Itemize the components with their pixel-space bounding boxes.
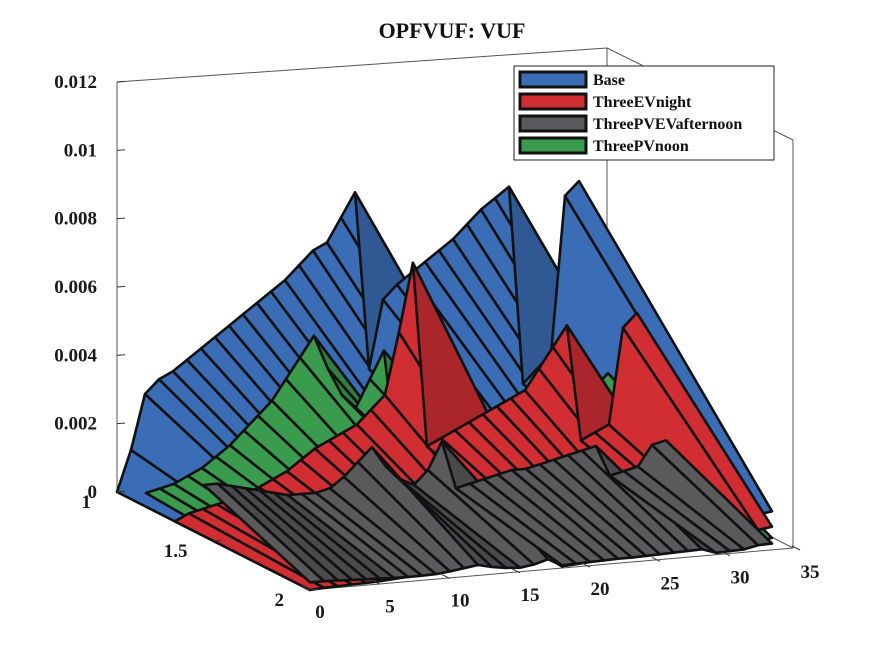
- y-tick-label: 1: [82, 492, 92, 513]
- legend-swatch: [518, 114, 588, 133]
- z-tick-label: 0.01: [64, 140, 97, 161]
- x-tick: [301, 585, 311, 591]
- legend-label: ThreeEVnight: [593, 94, 692, 111]
- x-tick: [441, 574, 451, 580]
- legend: Base ThreeEVnight ThreePVEVafternoon ThreeP…: [513, 65, 775, 161]
- z-tick-label: 0.002: [54, 414, 97, 435]
- x-tick: [371, 579, 381, 585]
- x-tick-label: 35: [801, 562, 820, 583]
- surface-patch: [621, 311, 774, 532]
- z-tick-label: 0.008: [54, 209, 97, 230]
- x-tick-label: 10: [451, 591, 470, 612]
- z-tick-label: 0.004: [54, 345, 97, 366]
- legend-swatch: [518, 136, 588, 155]
- x-tick: [651, 556, 661, 562]
- x-tick-label: 15: [521, 585, 540, 606]
- x-tick: [511, 568, 521, 574]
- y-tick-label: 2: [275, 590, 285, 611]
- x-tick: [581, 562, 591, 568]
- z-tick-label: 0.012: [54, 72, 97, 93]
- z-tick-label: 0: [88, 482, 98, 503]
- z-tick: [116, 422, 126, 425]
- z-tick-label: 0.006: [54, 277, 97, 298]
- chart-title: OPFVUF: VUF: [379, 18, 526, 43]
- z-tick: [116, 285, 126, 288]
- x-tick-label: 25: [661, 573, 680, 594]
- z-tick: [116, 217, 126, 220]
- surface-ThreePVEVafternoon: [202, 438, 774, 584]
- legend-swatch: [518, 92, 588, 111]
- z-tick: [116, 354, 126, 356]
- y-tick-label: 1.5: [164, 541, 188, 562]
- x-tick-label: 0: [315, 602, 325, 623]
- x-tick-label: 20: [591, 579, 610, 600]
- z-tick: [116, 149, 126, 151]
- legend-label: ThreePVnoon: [593, 138, 689, 155]
- surface-patch: [650, 438, 774, 547]
- x-tick-label: 5: [385, 596, 395, 617]
- y-tick: [213, 539, 222, 542]
- x-tick: [721, 551, 731, 557]
- legend-label: Base: [593, 72, 625, 89]
- ticks: 0 0.002 0.004 0.006 0.008 0.01 0.012 0 5 10 15 20 25…: [54, 72, 819, 623]
- x-tick: [791, 545, 801, 551]
- y-tick: [309, 588, 319, 591]
- legend-swatch: [518, 70, 588, 89]
- y-tick: [116, 490, 126, 493]
- legend-label: ThreePVEVafternoon: [593, 116, 742, 133]
- surfaces: [115, 179, 774, 592]
- x-tick-label: 30: [731, 568, 750, 589]
- z-tick: [116, 80, 126, 83]
